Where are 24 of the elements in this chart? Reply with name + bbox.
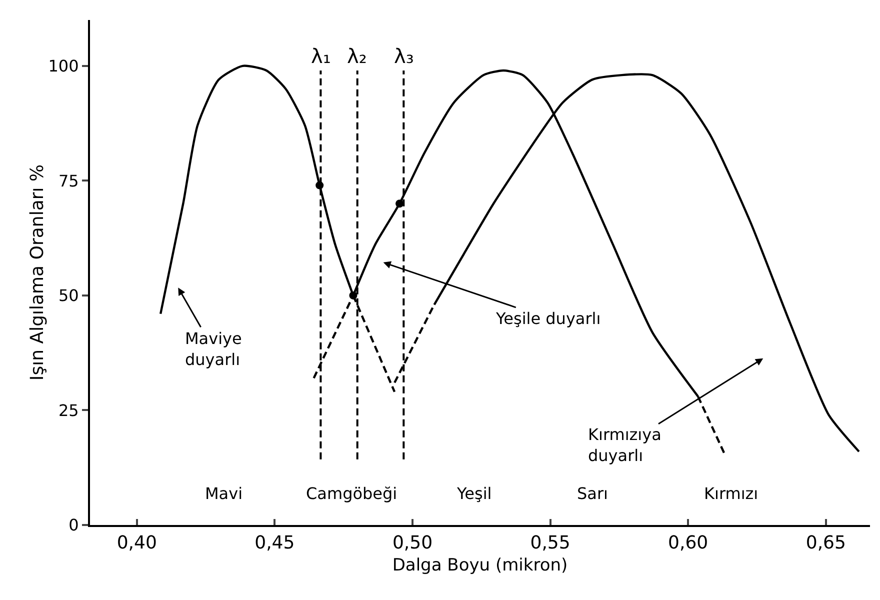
annotation: Yeşile duyarlı (495, 309, 601, 328)
x-tick-label: 0,65 (806, 532, 846, 554)
x-tick-label: 0,55 (530, 532, 570, 554)
y-axis-title: Işın Algılama Oranları % (27, 164, 48, 381)
annotation: Mavi (205, 484, 243, 503)
ref-line-label: λ₂ (347, 44, 367, 68)
annotation: Camgöbeği (306, 484, 398, 503)
annotation: Yeşil (456, 484, 492, 503)
y-tick-label: 25 (58, 400, 79, 420)
y-tick-label: 75 (58, 171, 79, 190)
annotation: Kırmızı (704, 484, 758, 503)
ref-line-label: λ₁ (311, 44, 331, 68)
x-axis-title: Dalga Boyu (mikron) (392, 556, 568, 576)
y-tick-label: 100 (48, 56, 79, 76)
y-tick-label: 0 (68, 516, 79, 535)
y-tick-label: 50 (58, 286, 79, 306)
x-tick-label: 0,50 (392, 532, 433, 554)
ref-line-label: λ₃ (394, 44, 414, 68)
x-tick-label: 0,40 (116, 532, 157, 554)
x-tick-label: 0,45 (254, 532, 295, 554)
annotation: Sarı (577, 484, 608, 503)
annotation: Kırmızıya duyarlı (588, 425, 662, 465)
annotation: Maviye duyarlı (185, 329, 242, 369)
x-tick-label: 0,60 (668, 532, 708, 554)
